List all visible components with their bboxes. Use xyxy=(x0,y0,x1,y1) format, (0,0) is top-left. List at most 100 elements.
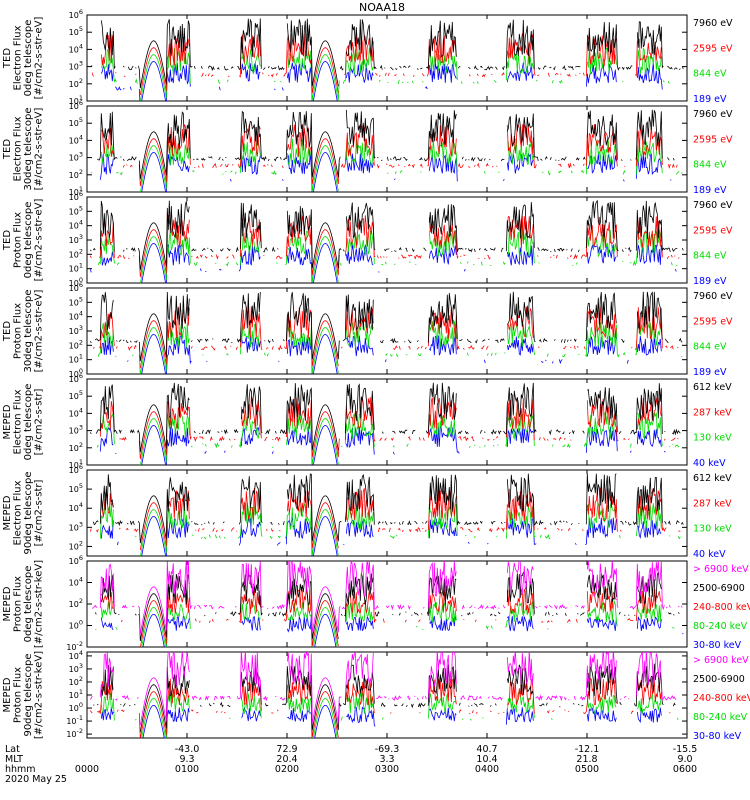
y-axis-label-line: Electron Flux xyxy=(13,116,24,181)
footer-tick-label: 0300 xyxy=(375,764,399,775)
series-trace xyxy=(90,215,683,277)
series-trace xyxy=(92,561,683,635)
footer-tick-label: 10.4 xyxy=(476,754,497,765)
footer-tick-label: -69.3 xyxy=(375,744,400,755)
y-tick-label: 103 xyxy=(69,662,83,674)
footer-tick-label: -43.0 xyxy=(175,744,200,755)
footer-tick-label: -15.5 xyxy=(673,744,698,755)
legend-entry: 844 eV xyxy=(693,160,727,171)
legend-entry: 189 eV xyxy=(693,185,727,196)
series-trace xyxy=(91,137,683,192)
y-axis-label-line: Electron Flux xyxy=(13,25,24,90)
y-axis-label-line: Electron Flux xyxy=(13,480,24,545)
y-axis-label: TED Electron Flux 0deg telescope [#/cm2-s-s… xyxy=(2,17,45,100)
legend-entry: 7960 eV xyxy=(693,109,733,120)
y-tick-label: 103 xyxy=(69,324,83,336)
y-tick-label: 103 xyxy=(69,520,83,532)
y-axis-label-line: MEPED xyxy=(2,404,13,439)
y-axis-label-line: [#/cm2-s-str-eV] xyxy=(34,199,45,282)
legend-entry: 30-80 keV xyxy=(693,640,742,651)
legend-entry: 612 keV xyxy=(693,473,732,484)
legend-entry: 612 keV xyxy=(693,382,732,393)
y-tick-label: 105 xyxy=(69,389,83,401)
y-tick-label: 104 xyxy=(69,310,83,322)
y-tick-label: 104 xyxy=(69,406,83,418)
y-axis-label-line: Proton Flux xyxy=(13,212,24,268)
x-axis-footer: Lat -43.0 72.9 -69.3 40.7 -12.1 -15.5 MLT 9.3 20.… xyxy=(5,744,697,785)
y-axis-label: TED Electron Flux 30deg telescope [#/cm2-s-… xyxy=(2,107,45,190)
panel-frame xyxy=(86,560,688,648)
y-tick-label: 104 xyxy=(69,219,83,231)
y-axis-label-line: 30deg telescope xyxy=(23,107,34,190)
footer-row-label: Lat xyxy=(5,744,20,755)
legend-entry: 189 eV xyxy=(693,276,727,287)
y-tick-label: 103 xyxy=(69,233,83,245)
y-axis-label-line: 0deg telescope xyxy=(23,566,34,643)
y-tick-label: 102 xyxy=(69,247,83,259)
legend-entry: 2595 eV xyxy=(693,134,733,145)
y-tick-label: 101 xyxy=(69,353,83,365)
footer-tick-label: 21.8 xyxy=(576,754,597,765)
y-tick-label: 103 xyxy=(69,424,83,436)
y-axis-label-line: 0deg telescope xyxy=(23,20,34,97)
legend-entry: 2595 eV xyxy=(693,43,733,54)
legend-entry: 844 eV xyxy=(693,342,727,353)
y-tick-label: 105 xyxy=(69,116,83,128)
series-trace xyxy=(100,613,684,647)
y-axis-label-line: Electron Flux xyxy=(13,389,24,454)
y-axis-label-line: 90deg telescope xyxy=(23,471,34,554)
legend-entry: > 6900 keV xyxy=(693,655,749,666)
y-tick-label: 106 xyxy=(69,554,83,566)
y-axis-label-line: [#/cm2-s-str] xyxy=(34,388,45,455)
y-tick-label: 102 xyxy=(69,77,83,89)
series-trace xyxy=(91,18,684,89)
legend-entry: > 6900 keV xyxy=(693,564,749,575)
y-axis-label: TED Proton Flux 30deg telescope [#/cm2-s-st… xyxy=(2,289,45,372)
y-axis-label-line: [#/cm2-s-str-keV] xyxy=(34,651,45,739)
legend-entry: 7960 eV xyxy=(693,291,733,302)
y-axis-label-line: MEPED xyxy=(2,677,13,712)
y-axis-label-line: MEPED xyxy=(2,586,13,621)
y-axis-label-line: TED xyxy=(2,230,13,251)
footer-tick-label: 0000 xyxy=(75,764,99,775)
series-trace xyxy=(89,199,684,271)
y-tick-label: 105 xyxy=(69,295,83,307)
legend-entry: 40 keV xyxy=(693,458,726,469)
series-trace xyxy=(89,487,681,551)
y-tick-label: 104 xyxy=(69,576,83,588)
footer-tick-label: 0500 xyxy=(575,764,599,775)
series-trace xyxy=(100,425,682,472)
legend-entry: 80-240 keV xyxy=(693,621,748,632)
legend-entry: 240-800 keV xyxy=(693,602,750,613)
footer-row-label: MLT xyxy=(5,754,23,765)
legend-entry: 287 keV xyxy=(693,498,732,509)
y-tick-label: 106 xyxy=(69,8,83,20)
legend-entry: 40 keV xyxy=(693,549,726,560)
footer-tick-label: 0400 xyxy=(475,764,499,775)
legend-entry: 2500-6900 xyxy=(693,674,745,685)
y-axis-label: TED Proton Flux 0deg telescope [#/cm2-s-str… xyxy=(2,199,45,282)
y-axis-label-line: Proton Flux xyxy=(13,576,24,632)
y-axis-label-line: 30deg telescope xyxy=(23,289,34,372)
y-axis-label-line: Proton Flux xyxy=(13,667,24,723)
y-tick-label: 101 xyxy=(69,688,83,700)
y-tick-label: 100 xyxy=(69,619,83,631)
legend-entry: 80-240 keV xyxy=(693,712,748,723)
legend-entry: 2500-6900 xyxy=(693,583,745,594)
y-axis-label: MEPED Proton Flux 0deg telescope [#/cm2-s-s… xyxy=(2,560,45,648)
y-tick-label: 103 xyxy=(69,60,83,72)
y-tick-label: 100 xyxy=(69,701,83,713)
y-tick-label: 104 xyxy=(69,501,83,513)
legend-entry: 30-80 keV xyxy=(693,731,742,742)
legend-entry: 2595 eV xyxy=(693,316,733,327)
legend-entry: 130 keV xyxy=(693,433,732,444)
y-tick-label: 105 xyxy=(69,204,83,216)
y-tick-label: 103 xyxy=(69,151,83,163)
